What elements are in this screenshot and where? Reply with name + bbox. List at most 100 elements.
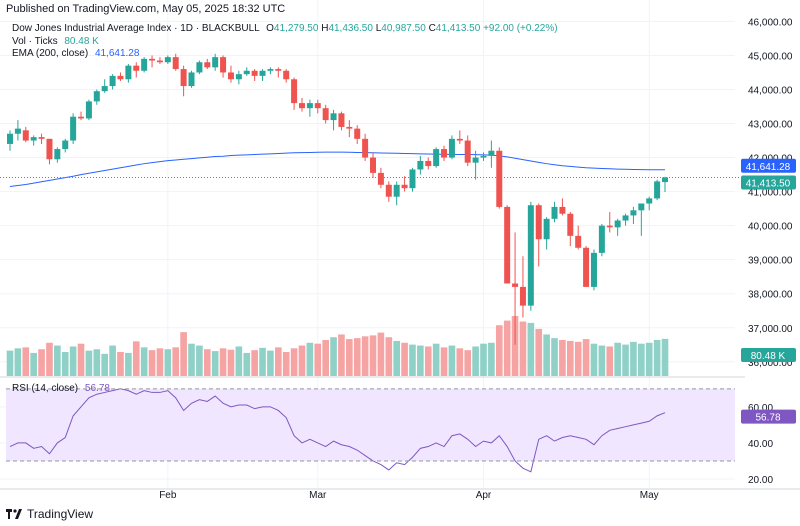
volume-bar bbox=[251, 350, 258, 376]
ema-value: 41,641.28 bbox=[94, 48, 140, 59]
candle-body bbox=[298, 103, 305, 109]
volume-bar bbox=[566, 340, 574, 376]
volume-bar bbox=[417, 345, 424, 376]
rsi-label: RSI (14, close) bbox=[12, 383, 79, 394]
candle-body bbox=[598, 225, 605, 253]
price-tick-label: 40,000.00 bbox=[748, 222, 793, 233]
volume-bar bbox=[330, 337, 337, 376]
close-price-label-bg bbox=[741, 175, 796, 190]
volume-bar bbox=[274, 347, 282, 376]
volume-bar bbox=[574, 341, 582, 376]
candle-body bbox=[54, 149, 61, 160]
volume-bar bbox=[6, 350, 14, 376]
volume-bar bbox=[369, 335, 377, 376]
volume-bar bbox=[180, 332, 187, 376]
volume-bar bbox=[211, 351, 219, 376]
volume-bar bbox=[353, 338, 361, 376]
legend-ema: EMA (200, close) 41,641.28 bbox=[12, 48, 139, 59]
candle-body bbox=[30, 137, 37, 141]
volume-series bbox=[6, 316, 669, 376]
ohlc-low-label: L bbox=[375, 23, 382, 34]
candle-body bbox=[433, 149, 440, 167]
candle-body bbox=[401, 184, 408, 189]
volume-bar bbox=[511, 316, 519, 376]
volume-bar bbox=[46, 342, 53, 376]
volume-bar bbox=[322, 340, 329, 376]
volume-bar bbox=[156, 348, 164, 376]
volume-bar bbox=[306, 342, 314, 376]
candle-body bbox=[377, 172, 384, 185]
volume-bar bbox=[101, 353, 109, 376]
price-tick-label: 36,000.00 bbox=[748, 358, 793, 369]
price-labels: 41,641.28 41,413.50 80.48 K 56.78 bbox=[741, 158, 796, 424]
ema-price-label: 41,641.28 bbox=[746, 162, 791, 173]
candle-body bbox=[133, 65, 140, 71]
ema-label: EMA (200, close) bbox=[12, 48, 89, 59]
volume-value: 80.48 K bbox=[64, 36, 99, 47]
volume-bar bbox=[622, 344, 629, 376]
candle-body bbox=[417, 160, 424, 170]
rsi-value: 56.78 bbox=[84, 383, 110, 394]
volume-bar bbox=[196, 345, 203, 376]
volume-bar bbox=[125, 352, 132, 376]
volume-bar bbox=[432, 343, 440, 376]
candle-body bbox=[527, 205, 534, 306]
volume-bar bbox=[424, 346, 432, 376]
date-tick-label: Mar bbox=[309, 490, 327, 501]
volume-bar bbox=[503, 320, 511, 376]
volume-bar bbox=[614, 342, 621, 376]
ohlc-high: 41,436.50 bbox=[328, 23, 373, 34]
volume-bar bbox=[117, 352, 124, 376]
legend-symbol: Dow Jones Industrial Average Index · 1D … bbox=[12, 23, 558, 34]
volume-bar bbox=[140, 347, 148, 376]
rsi-tick-label: 20.00 bbox=[748, 475, 773, 486]
candle-body bbox=[62, 140, 69, 150]
candle-body bbox=[662, 177, 668, 183]
rsi-band bbox=[6, 388, 735, 461]
volume-bar bbox=[172, 347, 180, 376]
candle-body bbox=[212, 57, 219, 68]
symbol-name: Dow Jones Industrial Average Index · 1D … bbox=[12, 23, 260, 34]
volume-bar bbox=[385, 337, 393, 376]
volume-bar bbox=[472, 346, 479, 376]
volume-bar bbox=[543, 334, 550, 376]
volume-bar bbox=[85, 350, 93, 376]
volume-bar bbox=[559, 340, 566, 376]
candle-body bbox=[338, 113, 345, 127]
volume-bar bbox=[227, 349, 235, 376]
candle-body bbox=[646, 198, 653, 204]
volume-bar bbox=[164, 349, 172, 376]
ohlc-close-label: C bbox=[428, 23, 436, 34]
footer-brand[interactable]: TradingView bbox=[6, 507, 93, 521]
volume-bar bbox=[606, 346, 614, 376]
price-tick-label: 45,000.00 bbox=[748, 51, 793, 62]
volume-bar bbox=[109, 345, 116, 376]
volume-bar bbox=[132, 341, 140, 376]
volume-bar bbox=[290, 348, 298, 376]
candle-body bbox=[409, 169, 416, 189]
volume-bar bbox=[393, 340, 401, 376]
volume-bar bbox=[598, 345, 606, 376]
volume-bar bbox=[235, 346, 243, 376]
candle-body bbox=[370, 157, 377, 173]
volume-bar bbox=[590, 343, 598, 376]
volume-bar bbox=[77, 343, 85, 376]
volume-bar bbox=[377, 332, 385, 376]
candle-body bbox=[354, 128, 361, 139]
candle-body bbox=[117, 75, 124, 80]
candle-body bbox=[448, 138, 455, 158]
volume-bar bbox=[338, 334, 345, 376]
candle-body bbox=[590, 252, 597, 287]
volume-label: Vol · Ticks bbox=[12, 36, 58, 47]
volume-bar bbox=[527, 322, 535, 376]
candle-body bbox=[141, 58, 148, 71]
date-tick-label: Feb bbox=[159, 490, 177, 501]
volume-value-label-bg bbox=[741, 348, 796, 362]
candle-body bbox=[504, 206, 511, 284]
volume-bar bbox=[54, 345, 61, 376]
candle-body bbox=[188, 72, 195, 87]
ohlc-open: 41,279.50 bbox=[273, 23, 319, 34]
tradingview-logo-icon bbox=[6, 509, 22, 519]
candle-body bbox=[243, 70, 250, 75]
